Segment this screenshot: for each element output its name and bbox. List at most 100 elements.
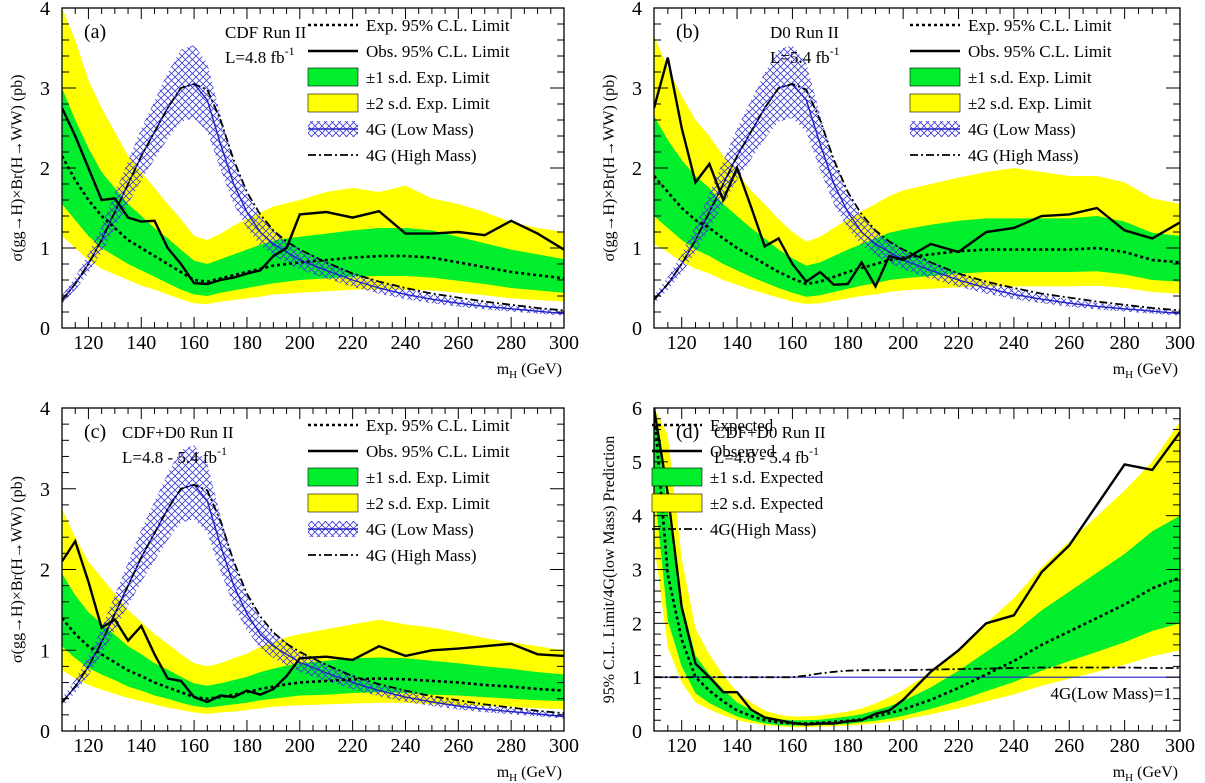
y-tick-label: 1 [40,640,50,662]
x-tick-label: 200 [285,735,315,757]
observed-line [62,538,564,704]
legend: Exp. 95% C.L. Limit Obs. 95% C.L. Limit ±1… [307,16,510,165]
x-tick-label: 260 [443,332,473,354]
x-tick-label: 120 [667,332,697,354]
x-tick-label: 260 [443,735,473,757]
legend-label: 4G (High Mass) [366,146,477,165]
x-axis-title: mH (GeV) [497,764,562,783]
luminosity-text: L=4.8 - 5.4 fb [122,448,217,467]
x-axis-title-sub: H [1125,772,1133,783]
x-tick-label: 160 [179,332,209,354]
luminosity-sup: -1 [809,444,819,458]
y-tick-label: 2 [40,560,50,582]
legend-label: ±2 s.d. Expected [710,494,824,513]
legend-swatch-one-sigma [651,467,703,487]
x-axis-title-unit: (GeV) [517,361,562,378]
legend-label: Obs. 95% C.L. Limit [366,42,510,61]
legend-label: ±1 s.d. Expected [710,468,824,487]
y-tick-label: 0 [40,318,50,340]
x-tick-label: 220 [944,332,974,354]
x-tick-label: 140 [126,332,156,354]
legend: Expected Observed ±1 s.d. Expected ±2 s.d. … [651,416,824,539]
y-tick-label: 1 [40,238,50,260]
x-tick-label: 120 [667,735,697,757]
x-axis-title-unit: (GeV) [1133,361,1178,378]
expected-line [62,155,564,283]
x-tick-label: 300 [1165,332,1195,354]
plot-area [62,445,564,719]
high-mass-line [62,483,564,715]
x-axis-title-sub: H [509,772,517,783]
legend-swatch-one-sigma [307,467,359,487]
y-tick-label: 4 [632,0,642,20]
legend-swatch-two-sigma [909,93,961,113]
y-tick-label: 3 [40,78,50,100]
y-axis-title: σ(gg→H)×Br(H→WW) (pb) [9,75,26,262]
one-sigma-band [62,573,564,708]
one-sigma-band [654,408,1180,726]
x-tick-label: 280 [496,735,526,757]
legend-label: 4G (Low Mass) [366,520,474,539]
x-axis: 120 140 160 180 200 220 240 260 280 300 [653,8,1195,354]
legend-swatch-two-sigma [307,93,359,113]
x-tick-label: 120 [73,332,103,354]
x-tick-label: 280 [496,332,526,354]
luminosity-label: L=5.4 fb-1 [770,44,840,67]
panel-label: (b) [676,21,699,43]
y-tick-label: 2 [632,613,642,635]
low-mass-line [654,83,1180,315]
legend-label: ±2 s.d. Exp. Limit [968,94,1092,113]
x-axis-title-m: m [1113,764,1126,781]
experiment-label: CDF Run II [225,23,307,42]
y-tick-label: 0 [632,318,642,340]
high-mass-line [62,83,564,312]
x-tick-label: 300 [549,735,579,757]
legend-label: 4G (Low Mass) [366,120,474,139]
high-mass-line [654,83,1180,312]
luminosity-label: L=4.8 - 5.4 fb-1 [122,444,227,467]
x-tick-label: 180 [232,332,262,354]
x-tick-label: 260 [1054,735,1084,757]
legend-label: Exp. 95% C.L. Limit [366,416,510,435]
x-axis: 120 140 160 180 200 220 240 260 280 300 [653,408,1195,757]
plot-area [654,36,1180,316]
x-tick-label: 160 [777,735,807,757]
legend: Exp. 95% C.L. Limit Obs. 95% C.L. Limit ±1… [909,16,1112,165]
y-axis: 0 1 2 3 4 [632,0,1180,340]
y-tick-label: 1 [632,238,642,260]
x-axis-title-m: m [1113,361,1126,378]
legend-label: Exp. 95% C.L. Limit [968,16,1112,35]
reference-line-label: 4G(Low Mass)=1 [1051,684,1173,703]
legend-swatch-two-sigma [651,493,703,513]
expected-line [62,617,564,701]
y-tick-label: 1 [632,667,642,689]
panel-d: 120 140 160 180 200 220 240 260 280 300 0 1 2 3 4 5 6 mH … [601,398,1195,783]
panel-label: (a) [84,21,106,43]
luminosity-label: L=4.8 - 5.4 fb-1 [714,444,819,467]
experiment-label: CDF+D0 Run II [122,423,234,442]
luminosity-text: L=4.8 fb [225,48,285,67]
y-tick-label: 2 [632,158,642,180]
legend-label: 4G (High Mass) [366,546,477,565]
y-axis-title: σ(gg→H)×Br(H→WW) (pb) [9,476,26,663]
x-tick-label: 300 [1165,735,1195,757]
x-tick-label: 260 [1054,332,1084,354]
panel-label: (d) [676,421,699,443]
legend-label: Obs. 95% C.L. Limit [366,442,510,461]
legend-label: 4G (Low Mass) [968,120,1076,139]
luminosity-sup: -1 [217,444,227,458]
legend-swatch-two-sigma [307,493,359,513]
x-axis-title: mH (GeV) [497,361,562,381]
legend-label: Observed [710,442,776,461]
y-tick-label: 5 [632,452,642,474]
legend-label: ±2 s.d. Exp. Limit [366,494,490,513]
x-tick-label: 160 [179,735,209,757]
x-tick-label: 280 [1110,735,1140,757]
x-axis: 120 140 160 180 200 220 240 260 280 300 [61,408,579,757]
luminosity-text: L=5.4 fb [770,48,830,67]
x-tick-label: 220 [338,332,368,354]
x-axis-title: mH (GeV) [1113,361,1178,381]
legend-label: Exp. 95% C.L. Limit [366,16,510,35]
y-tick-label: 2 [40,158,50,180]
